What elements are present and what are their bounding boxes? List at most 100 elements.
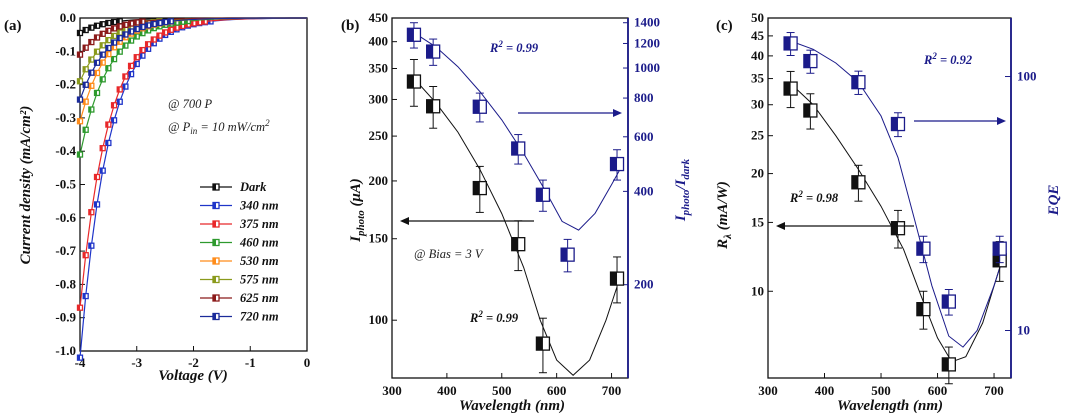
b-yl-tick-label-250: 250 <box>369 128 389 143</box>
annotation-r2-black-c: R2 = 0.98 <box>789 189 839 205</box>
jv-marker-3-17-fill <box>173 20 177 26</box>
legend-label-0: Dark <box>239 180 267 194</box>
c-x-tick-label-700: 700 <box>984 383 1004 398</box>
b-yl-tick-label-400: 400 <box>369 34 389 49</box>
legend-marker-4-fill <box>213 258 216 264</box>
jv-marker-7-16 <box>167 18 174 25</box>
jv-marker-1-1-fill <box>83 293 86 299</box>
jv-marker-2-1-fill <box>83 252 86 258</box>
legend-marker-7 <box>212 312 220 321</box>
jv-marker-1-2 <box>88 242 95 249</box>
legend-marker-5-fill <box>213 276 216 283</box>
jv-marker-3-9-fill <box>128 38 132 44</box>
jv-marker-7-2-fill <box>88 70 92 76</box>
c-yl-tick-label-30: 30 <box>751 97 764 112</box>
panel-c-xlabel: Wavelength (nm) <box>837 398 943 414</box>
jv-marker-7-13-fill <box>151 21 154 27</box>
jv-marker-3-1 <box>82 126 89 133</box>
jv-marker-0-4-fill <box>100 21 103 27</box>
jv-marker-3-5-fill <box>105 65 109 71</box>
y-tick-label--0.9: -0.9 <box>55 310 76 325</box>
jv-marker-6-8 <box>122 21 129 28</box>
c-fit-black <box>790 83 1001 363</box>
legend-marker-2 <box>212 220 220 228</box>
b-x-tick-label-600: 600 <box>547 383 567 398</box>
legend-label-4: 530 nm <box>240 254 279 268</box>
b-point-1-0-fill <box>407 28 414 42</box>
y-tick-label-0.0: 0.0 <box>60 10 76 25</box>
c-point-1-0-fill <box>784 36 791 50</box>
jv-marker-6-11 <box>139 18 146 25</box>
x-tick-label-0: 0 <box>304 355 311 370</box>
jv-marker-7-6 <box>110 39 118 46</box>
legend-marker-2-fill <box>213 221 216 227</box>
jv-marker-0-3 <box>93 22 101 29</box>
c-yl-tick-label-20: 20 <box>751 166 764 181</box>
c-point-0-3-fill <box>891 221 898 235</box>
b-point-1-5 <box>560 247 575 262</box>
annotation-r2-blue-c: R2 = 0.92 <box>923 51 972 67</box>
jv-marker-7-4-fill <box>100 52 103 58</box>
legend-label-2: 375 nm <box>239 217 279 231</box>
jv-marker-2-2 <box>88 209 95 216</box>
annotation-700p: @ 700 P <box>168 97 212 111</box>
x-tick-label--1: -1 <box>245 355 256 370</box>
b-fit-blue <box>413 32 621 231</box>
b-yr-tick-label-400: 400 <box>634 183 654 198</box>
jv-marker-5-7-fill <box>117 30 120 36</box>
jv-marker-3-2 <box>88 106 95 113</box>
jv-marker-7-11-fill <box>139 24 143 30</box>
jv-marker-7-0-fill <box>77 97 80 103</box>
b-point-0-0 <box>406 74 422 89</box>
jv-marker-1-4 <box>99 167 106 174</box>
legend-marker-5 <box>212 275 220 284</box>
y-tick-label--0.4: -0.4 <box>55 143 76 158</box>
jv-marker-2-10-fill <box>134 54 137 60</box>
jv-marker-7-3 <box>93 59 101 66</box>
c-point-1-6 <box>992 241 1007 256</box>
b-yl-tick-label-100: 100 <box>369 312 389 327</box>
b-yl-tick-label-200: 200 <box>369 173 389 188</box>
jv-marker-2-5 <box>105 121 112 128</box>
x-tick-label--2: -2 <box>188 355 199 370</box>
jv-marker-0-6-fill <box>111 19 115 25</box>
jv-marker-2-3-fill <box>94 174 98 180</box>
jv-marker-2-14 <box>156 32 163 39</box>
panel-a-ylabel: Current density (mA/cm²) <box>18 106 34 265</box>
jv-marker-4-1-fill <box>83 99 86 105</box>
jv-marker-2-18-fill <box>179 23 183 29</box>
jv-marker-3-10-fill <box>134 33 137 39</box>
b-point-0-5 <box>609 271 625 286</box>
b-x-tick-label-400: 400 <box>437 383 457 398</box>
c-point-1-1 <box>803 53 818 69</box>
y-tick-label--0.1: -0.1 <box>55 43 76 58</box>
legend-marker-1-fill <box>213 202 216 209</box>
legend-marker-3 <box>212 238 220 247</box>
b-yr-tick-label-200: 200 <box>634 277 654 292</box>
c-point-0-4-fill <box>916 302 924 316</box>
jv-marker-1-10-fill <box>134 61 137 67</box>
c-point-0-6-fill <box>993 253 1000 267</box>
c-point-1-5 <box>941 294 956 309</box>
jv-marker-4-3 <box>93 69 101 77</box>
jv-marker-3-11-fill <box>139 30 143 36</box>
jv-marker-3-4 <box>99 76 106 83</box>
jv-marker-2-8-fill <box>122 73 126 79</box>
c-point-0-1 <box>803 103 818 118</box>
jv-marker-7-14-fill <box>156 20 160 26</box>
c-yl-tick-label-15: 15 <box>751 214 765 229</box>
jv-marker-6-5 <box>105 27 112 34</box>
jv-marker-2-0 <box>76 304 84 311</box>
jv-marker-0-5 <box>105 19 112 27</box>
jv-marker-3-18-fill <box>179 19 183 25</box>
c-yl-tick-label-10: 10 <box>751 283 764 298</box>
x-tick-label--3: -3 <box>131 355 142 370</box>
jv-marker-1-0 <box>76 354 84 361</box>
jv-marker-0-6 <box>110 18 118 26</box>
c-x-tick-label-300: 300 <box>758 383 778 398</box>
jv-marker-2-11 <box>139 46 146 54</box>
jv-marker-5-5 <box>105 36 112 44</box>
panel-b-ticks: 300 400 500 600 700 100 150 200 250 300 350 400 450 2… <box>369 10 661 398</box>
jv-marker-4-3-fill <box>94 70 98 76</box>
